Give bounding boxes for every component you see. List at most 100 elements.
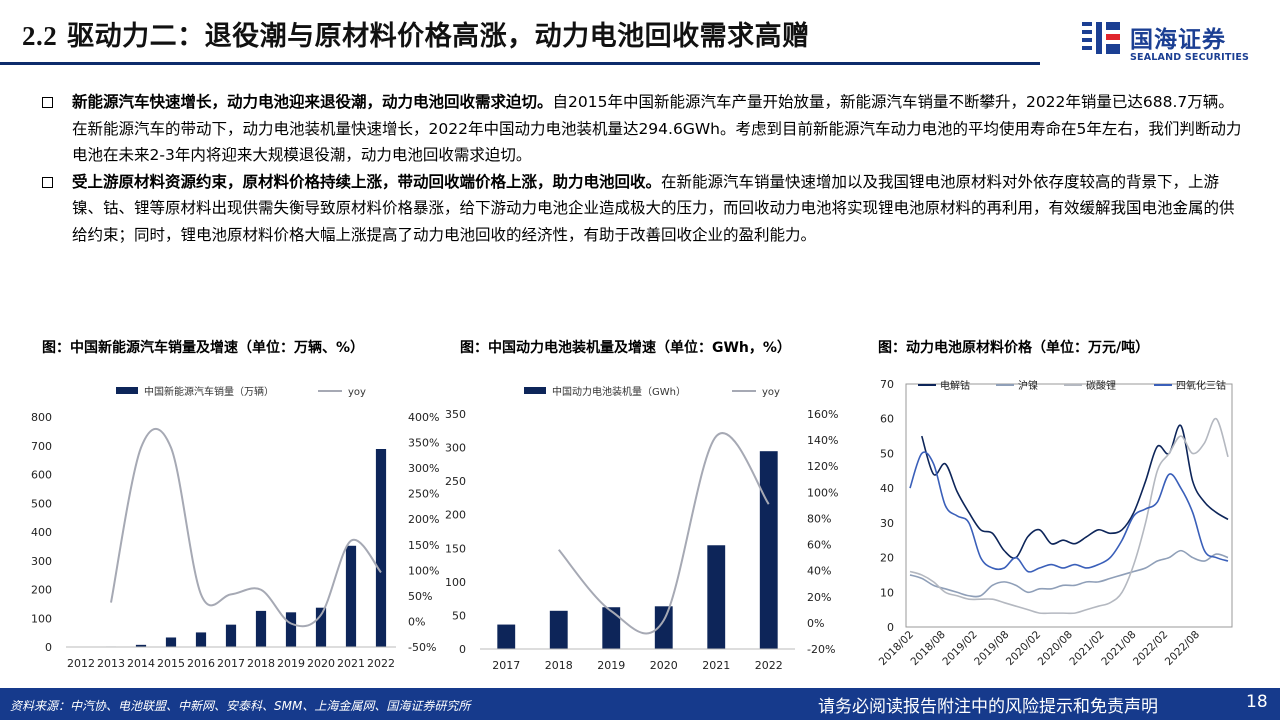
y-tick-label: 10 <box>880 586 894 599</box>
bullet-text: 在新能源汽车销量快速增加以及我国锂电池原材料对外依存度较高的背景下，上游镍、钴、… <box>72 172 1235 244</box>
y-tick-label: 60 <box>880 413 894 426</box>
legend-label-line: yoy <box>348 387 366 398</box>
bullet-list: 新能源汽车快速增长，动力电池迎来退役潮，动力电池回收需求迫切。自2015年中国新… <box>42 89 1242 248</box>
y-tick-label: 300 <box>445 442 466 455</box>
y2-tick-label: -50% <box>408 641 436 654</box>
section-number: 2.2 <box>22 21 58 51</box>
legend-swatch-bar <box>116 387 138 394</box>
plot-frame <box>905 383 1233 628</box>
x-tick-label: 2013 <box>97 657 125 670</box>
chart-battery-install: 中国动力电池装机量（GWh） yoy 0 50 100 150 200 250 300 350 -2… <box>440 365 860 675</box>
y2-tick-label: 40% <box>807 565 831 578</box>
x-tick-label: 2022/08 <box>1163 629 1202 668</box>
chart-title-material-price: 图：动力电池原材料价格（单位：万元/吨） <box>878 340 1150 356</box>
bar <box>549 610 568 649</box>
y2-tick-label: 100% <box>408 564 439 577</box>
y-tick-label: 20 <box>880 552 894 565</box>
bar <box>654 606 673 649</box>
bar <box>345 545 357 647</box>
y2-tick-label: 300% <box>408 462 439 475</box>
yoy-line <box>110 427 382 628</box>
y-tick-label: 0 <box>887 621 894 634</box>
y2-tick-label: 160% <box>807 408 838 421</box>
chart-title-ev-sales: 图：中国新能源汽车销量及增速（单位：万辆、%） <box>42 340 365 356</box>
bar <box>135 644 147 647</box>
y2-tick-label: 120% <box>807 460 838 473</box>
x-tick-label: 2022 <box>755 659 783 672</box>
bar <box>759 451 778 649</box>
y-tick-label: 500 <box>31 497 52 510</box>
y-tick-label: 250 <box>445 475 466 488</box>
chart-battery-install-svg: 中国动力电池装机量（GWh） yoy 0 50 100 150 200 250 300 350 -2… <box>445 385 838 672</box>
price-line <box>909 549 1229 598</box>
y2-tick-label: 150% <box>408 539 439 552</box>
y-tick-label: 700 <box>31 440 52 453</box>
title-divider <box>0 62 1040 65</box>
yoy-line <box>557 432 770 635</box>
y-tick-label: 150 <box>445 542 466 555</box>
company-logo: 国海证券 SEALAND SECURITIES <box>1080 16 1260 70</box>
logo-text-en: SEALAND SECURITIES <box>1130 52 1250 63</box>
chart-material-price: 0 10 20 30 40 50 60 70 电解钴 沪镍 碳酸锂 四氧化三钴 2018/02 2018/… <box>868 365 1240 677</box>
x-tick-label: 2017 <box>492 659 520 672</box>
bar <box>602 607 621 649</box>
price-line <box>909 451 1229 573</box>
y2-tick-label: 0% <box>408 615 425 628</box>
price-line <box>909 417 1229 615</box>
y2-tick-label: 20% <box>807 591 831 604</box>
chart-ev-sales-svg: 中国新能源汽车销量（万辆） yoy 0 100 200 300 400 500 600 700 80… <box>31 385 439 670</box>
x-tick-label: 2018 <box>545 659 573 672</box>
y-tick-label: 350 <box>445 408 466 421</box>
bar <box>165 637 177 647</box>
bar <box>375 448 387 647</box>
bullet-item: 新能源汽车快速增长，动力电池迎来退役潮，动力电池回收需求迫切。自2015年中国新… <box>42 89 1242 169</box>
y2-tick-label: 0% <box>807 617 824 630</box>
y-tick-label: 50 <box>452 609 466 622</box>
y-tick-label: 0 <box>459 643 466 656</box>
legend-label-line: yoy <box>762 387 780 398</box>
x-tick-label: 2014 <box>127 657 155 670</box>
x-tick-label: 2012 <box>67 657 95 670</box>
bar <box>195 632 207 647</box>
y-tick-label: 100 <box>31 612 52 625</box>
y2-tick-label: 50% <box>408 590 432 603</box>
y2-tick-label: 80% <box>807 512 831 525</box>
bullet-text: 自2015年中国新能源汽车产量开始放量，新能源汽车销量不断攀升，2022年销量已… <box>72 93 1242 164</box>
legend-label: 沪镍 <box>1018 379 1038 392</box>
y2-tick-label: 350% <box>408 437 439 450</box>
legend-label-bar: 中国新能源汽车销量（万辆） <box>144 385 274 398</box>
x-tick-label: 2022 <box>367 657 395 670</box>
bullet-item: 受上游原材料资源约束，原材料价格持续上涨，带动回收端价格上涨，助力电池回收。在新… <box>42 169 1242 249</box>
price-line <box>921 424 1229 559</box>
bar <box>285 612 297 647</box>
checkbox-square-icon <box>42 176 53 188</box>
y-tick-label: 30 <box>880 517 894 530</box>
source-note: 资料来源：中汽协、电池联盟、中新网、安泰科、SMM、上海金属网、国海证券研究所 <box>10 699 471 713</box>
y2-tick-label: 140% <box>807 434 838 447</box>
y-tick-label: 100 <box>445 576 466 589</box>
bullet-lead: 新能源汽车快速增长，动力电池迎来退役潮，动力电池回收需求迫切。 <box>72 93 553 111</box>
x-tick-label: 2019 <box>277 657 305 670</box>
footer-bar: 资料来源：中汽协、电池联盟、中新网、安泰科、SMM、上海金属网、国海证券研究所 … <box>0 688 1280 720</box>
x-tick-label: 2016 <box>187 657 215 670</box>
section-title: 驱动力二：退役潮与原材料价格高涨，动力电池回收需求高赠 <box>67 21 810 52</box>
y-tick-label: 400 <box>31 526 52 539</box>
legend-label: 碳酸锂 <box>1086 379 1116 392</box>
x-tick-label: 2021 <box>702 659 730 672</box>
page-number: 18 <box>1246 692 1268 712</box>
bar <box>255 610 267 647</box>
y2-tick-label: -20% <box>807 643 835 656</box>
y-tick-label: 40 <box>880 482 894 495</box>
y2-tick-label: 100% <box>807 486 838 499</box>
page-title: 2.2 驱动力二：退役潮与原材料价格高涨，动力电池回收需求高赠 <box>22 14 810 53</box>
y-tick-label: 70 <box>880 378 894 391</box>
legend-label: 电解钴 <box>940 379 970 392</box>
x-tick-label: 2017 <box>217 657 245 670</box>
x-tick-label: 2018 <box>247 657 275 670</box>
legend-label-bar: 中国动力电池装机量（GWh） <box>552 385 686 398</box>
chart-title-battery-install: 图：中国动力电池装机量及增速（单位：GWh，%） <box>460 340 791 356</box>
sealand-logo-icon <box>1082 22 1120 54</box>
y-tick-label: 800 <box>31 411 52 424</box>
x-tick-label: 2021 <box>337 657 365 670</box>
